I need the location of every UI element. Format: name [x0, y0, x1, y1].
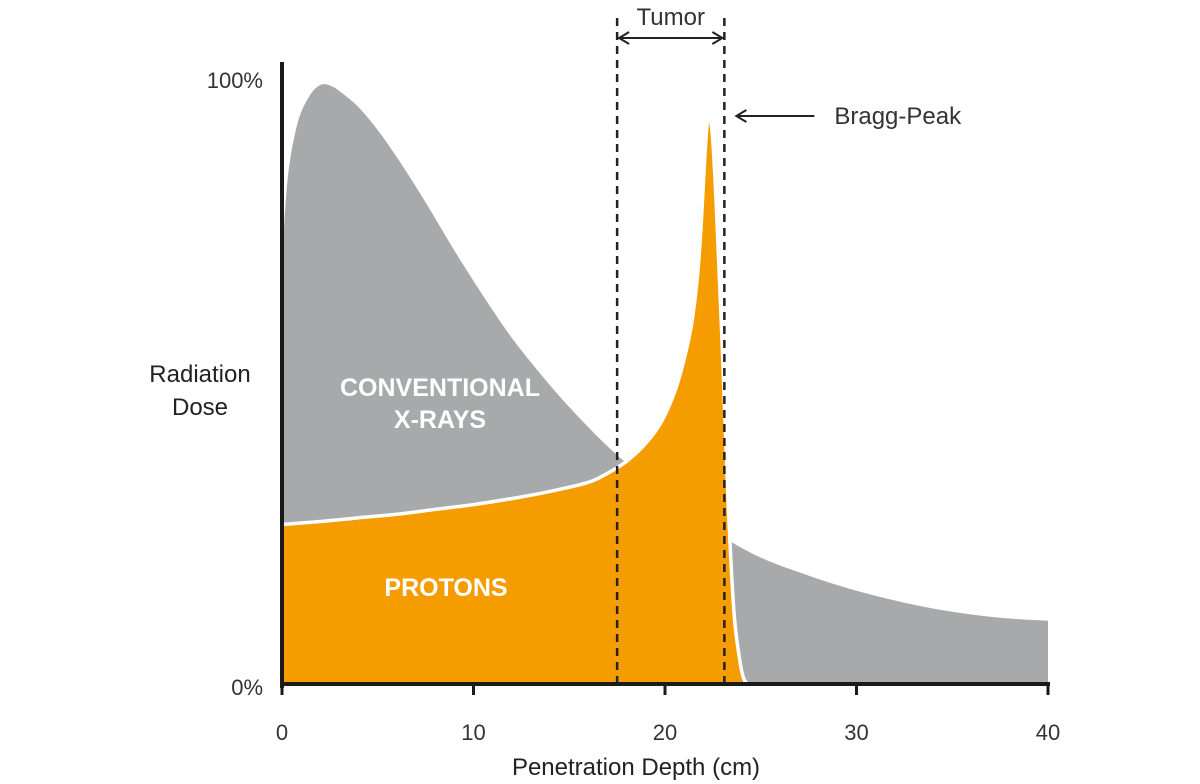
bragg-peak-arrowhead — [734, 109, 747, 123]
bragg-peak-label: Bragg-Peak — [834, 103, 962, 130]
y-tick-label-0: 0% — [231, 675, 263, 700]
x-tick-label-40: 40 — [1036, 720, 1060, 745]
xray-label-line2: X-RAYS — [394, 406, 486, 434]
x-ticks: 0 10 20 30 40 — [276, 684, 1060, 745]
tumor-arrowhead-right — [711, 31, 725, 45]
series-area-protons — [282, 116, 748, 685]
y-tick-label-100: 100% — [207, 68, 263, 93]
x-tick-label-10: 10 — [461, 720, 485, 745]
tumor-label: Tumor — [637, 4, 705, 31]
y-axis-title-line2: Dose — [172, 394, 228, 421]
x-axis-title: Penetration Depth (cm) — [512, 754, 760, 781]
series-areas — [281, 84, 1048, 686]
x-tick-label-30: 30 — [844, 720, 868, 745]
xray-label-line1: CONVENTIONAL — [340, 374, 540, 402]
protons-curve-outline — [281, 114, 749, 686]
y-axis-title-line1: Radiation — [149, 361, 250, 388]
x-tick-label-20: 20 — [653, 720, 677, 745]
protons-label: PROTONS — [384, 574, 507, 602]
tumor-arrowhead-left — [617, 31, 630, 45]
x-tick-label-0: 0 — [276, 720, 288, 745]
